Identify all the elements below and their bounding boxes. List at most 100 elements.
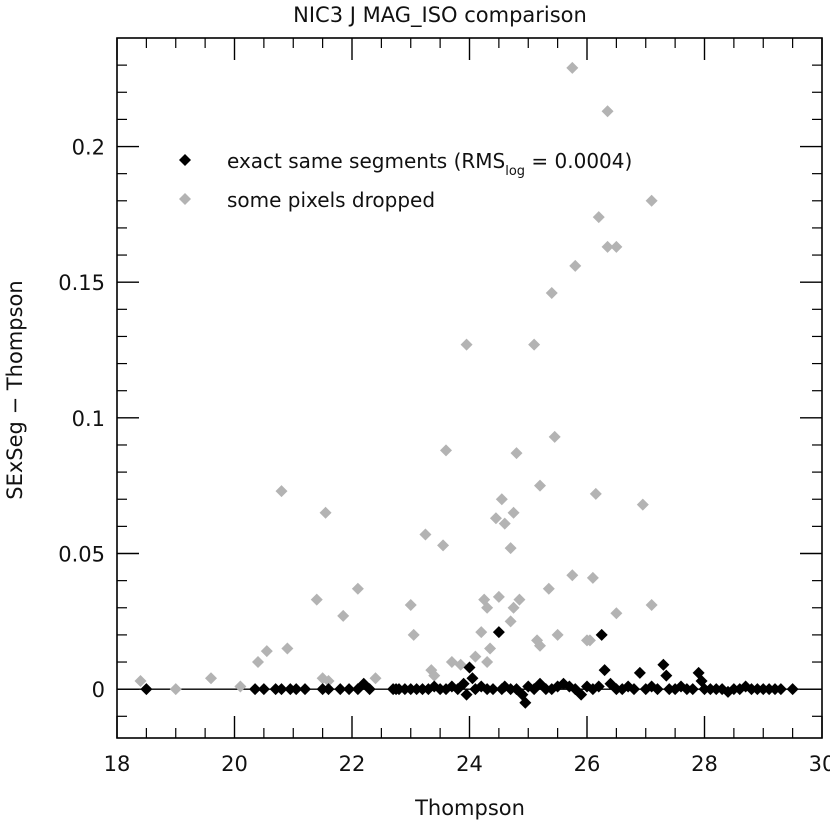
legend: exact same segments (RMSlog = 0.0004) som… [179,149,632,212]
point-pixels-dropped [542,582,555,595]
point-pixels-dropped [513,593,526,606]
legend-marker-exact [179,154,191,166]
point-pixels-dropped [205,672,217,685]
point-pixels-dropped [419,528,432,541]
point-pixels-dropped [534,639,546,652]
point-exact-segment [249,683,262,696]
point-exact-segment [595,628,608,641]
axis-ticks: 18 20 22 24 26 28 30 0 0.05 0.1 0.15 0.2 [58,38,830,776]
point-pixels-dropped [234,680,247,693]
point-pixels-dropped [566,61,579,74]
point-pixels-dropped [260,645,273,658]
point-pixels-dropped [481,601,494,614]
y-tick-label: 0.2 [72,136,105,160]
point-pixels-dropped [569,259,582,272]
point-exact-segment [257,683,270,696]
x-tick-label: 20 [221,752,248,776]
point-exact-segment [519,696,532,709]
point-exact-segment [492,626,505,639]
point-pixels-dropped [281,642,294,655]
point-pixels-dropped [583,634,596,647]
point-pixels-dropped [504,615,517,628]
point-pixels-dropped [369,672,382,685]
point-pixels-dropped [275,485,288,498]
legend-label-dropped: some pixels dropped [227,188,435,212]
point-pixels-dropped [592,211,605,224]
data-points [134,61,799,709]
point-exact-segment [575,688,588,701]
point-pixels-dropped [610,607,623,620]
point-pixels-dropped [469,650,482,663]
point-exact-segment [628,683,640,696]
x-axis-label: Thompson [414,796,525,820]
point-exact-segment [140,683,153,696]
point-exact-segment [275,683,288,696]
point-pixels-dropped [589,487,602,500]
point-pixels-dropped [507,506,520,519]
point-pixels-dropped [504,542,517,555]
point-exact-segment [651,683,664,696]
point-pixels-dropped [460,338,473,351]
point-exact-segment [334,683,347,696]
point-pixels-dropped [601,105,614,118]
point-pixels-dropped [475,626,488,639]
legend-marker-dropped [179,193,191,205]
point-exact-segment [322,683,335,696]
point-exact-segment [633,666,646,679]
point-exact-segment [466,672,479,685]
point-exact-segment [463,661,476,674]
point-exact-segment [457,677,470,690]
chart-title: NIC3 J MAG_ISO comparison [293,3,587,28]
x-tick-label: 30 [809,752,830,776]
x-tick-label: 18 [104,752,131,776]
point-pixels-dropped [337,609,350,622]
point-pixels-dropped [322,675,335,688]
point-pixels-dropped [440,444,452,457]
point-pixels-dropped [507,601,520,614]
point-pixels-dropped [252,656,264,669]
point-pixels-dropped [454,658,467,671]
point-pixels-dropped [428,669,441,682]
point-exact-segment [774,683,787,696]
point-pixels-dropped [645,194,658,207]
point-pixels-dropped [534,479,546,492]
point-pixels-dropped [319,506,332,519]
point-pixels-dropped [495,493,508,506]
point-exact-segment [598,664,611,677]
point-exact-segment [290,683,303,696]
point-pixels-dropped [566,569,579,582]
point-exact-segment [592,680,605,693]
point-exact-segment [786,683,799,696]
y-axis-label: SExSeg − Thompson [3,280,27,499]
plot-frame [116,37,823,739]
point-pixels-dropped [407,628,420,641]
point-exact-segment [686,683,699,696]
point-pixels-dropped [492,590,505,603]
point-pixels-dropped [351,582,364,595]
point-pixels-dropped [484,642,497,655]
x-tick-label: 28 [691,752,718,776]
point-pixels-dropped [510,447,523,460]
point-exact-segment [460,688,473,701]
point-exact-segment [299,683,311,696]
y-tick-label: 0.15 [58,271,105,295]
y-tick-label: 0.1 [72,407,105,431]
x-tick-label: 26 [574,752,601,776]
point-exact-segment [343,683,356,696]
point-pixels-dropped [636,498,649,511]
point-pixels-dropped [645,599,658,612]
point-pixels-dropped [548,430,561,443]
point-pixels-dropped [551,628,564,641]
point-exact-segment [487,683,499,696]
point-pixels-dropped [404,599,417,612]
legend-label-exact: exact same segments (RMSlog = 0.0004) [227,149,632,179]
y-tick-label: 0.05 [58,543,105,567]
point-pixels-dropped [481,656,494,669]
point-pixels-dropped [489,512,502,525]
point-pixels-dropped [528,338,541,351]
point-exact-segment [660,669,673,682]
point-pixels-dropped [437,539,450,552]
point-pixels-dropped [601,240,614,253]
point-pixels-dropped [610,240,623,253]
